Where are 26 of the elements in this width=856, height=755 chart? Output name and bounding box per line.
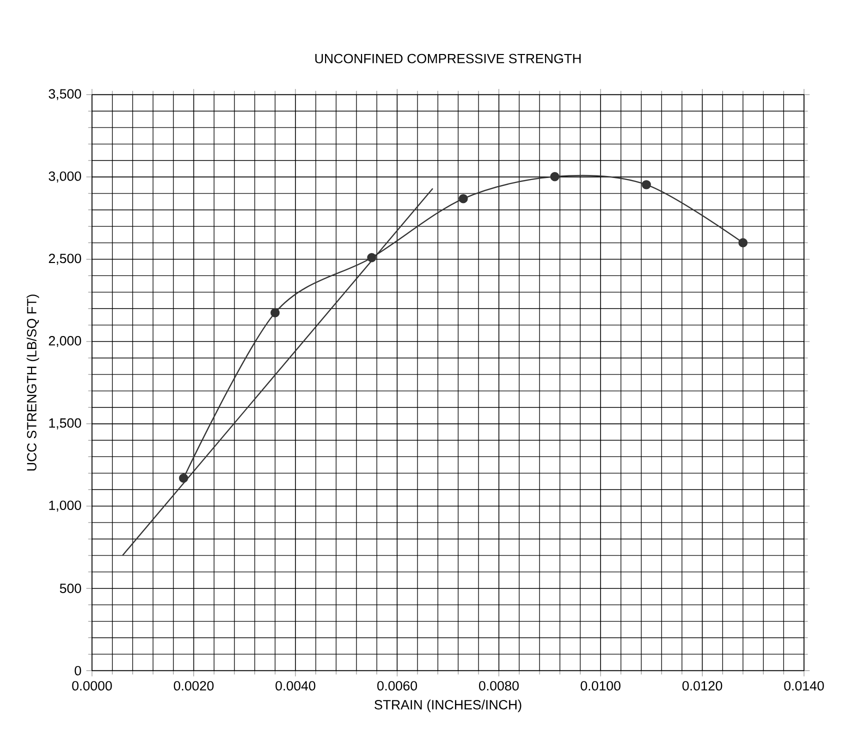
x-axis-title: STRAIN (INCHES/INCH) <box>374 700 522 712</box>
y-tick-label: 500 <box>60 584 82 594</box>
x-tick-label: 0.0100 <box>580 681 620 691</box>
x-tick-label: 0.0000 <box>72 681 112 691</box>
point <box>367 253 376 262</box>
x-tick-label: 0.0060 <box>377 681 418 691</box>
y-tick-label: 2,500 <box>48 254 82 265</box>
y-axis-title: UCC STRENGTH (LB/SQ FT) <box>26 294 40 471</box>
point <box>270 308 280 318</box>
point <box>642 180 651 190</box>
y-tick-label: 2,000 <box>48 336 82 348</box>
x-tick-label: 0.0120 <box>682 681 722 691</box>
x-tick-label: 0.0020 <box>174 681 214 691</box>
y-tick-label: 1,500 <box>49 418 82 430</box>
chart-title: UNCONFINED COMPRESSIVE STRENGTH <box>315 54 581 64</box>
y-tick-label: 3,500 <box>48 89 82 100</box>
y-tick-label: 3,000 <box>48 172 82 183</box>
y-tick-label: 1,000 <box>49 500 82 512</box>
x-tick-label: 0.0140 <box>784 681 824 691</box>
point <box>178 474 188 483</box>
y-tick-label: 0 <box>74 666 82 676</box>
x-tick-label: 0.0040 <box>276 681 316 691</box>
point <box>458 194 468 204</box>
point <box>550 172 560 182</box>
x-tick-label: 0.0080 <box>478 681 519 691</box>
point <box>738 238 748 248</box>
